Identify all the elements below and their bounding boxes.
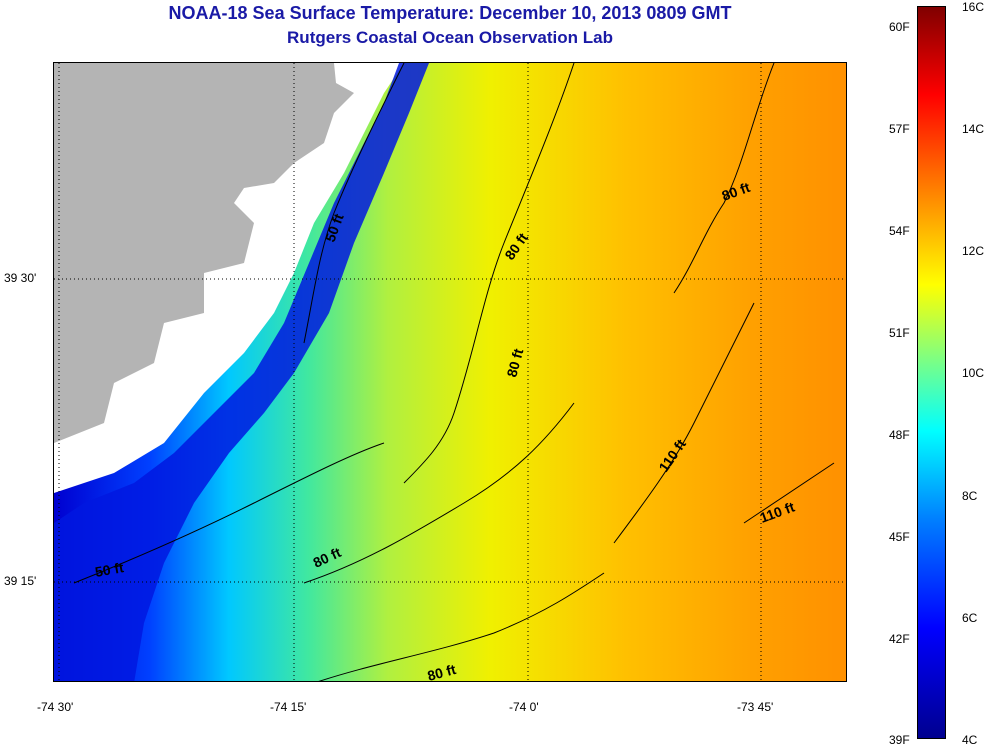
contour-80ft-a (403, 63, 575, 484)
contour-80ft-c (303, 402, 575, 584)
coastal-cold-band (54, 63, 429, 681)
colorbar-c-label: 12C (962, 244, 985, 258)
x-tick-label: -74 15' (270, 700, 307, 714)
colorbar-c-label: 8C (962, 489, 978, 503)
map-title: NOAA-18 Sea Surface Temperature: Decembe… (168, 3, 732, 23)
x-tick-label: -74 30' (37, 700, 74, 714)
contour-label-80ft-mid: 80 ft (503, 347, 526, 379)
land (54, 63, 354, 443)
colorbar-c-label: 6C (962, 611, 978, 625)
y-tick-label: 39 15' (4, 574, 37, 588)
colorbar-f-label: 42F (889, 632, 910, 646)
colorbar-f-label: 51F (889, 326, 910, 340)
contour-80ft-b (673, 63, 775, 294)
contour-110ft-a (613, 302, 755, 544)
colorbar-f-label: 60F (889, 20, 910, 34)
colorbar-f-label: 57F (889, 122, 910, 136)
colorbar-f-label: 48F (889, 428, 910, 442)
sst-map: 50 ft 50 ft 80 ft 80 ft 80 ft 80 ft 80 f… (53, 62, 847, 682)
contour-50ft-south (73, 442, 385, 584)
contour-110ft-b (743, 462, 835, 524)
colorbar-f-label: 54F (889, 224, 910, 238)
contour-label-50ft-south: 50 ft (94, 559, 125, 580)
contour-50ft-north (303, 63, 405, 344)
contour-80ft-d (318, 572, 605, 681)
y-tick-label: 39 30' (4, 271, 37, 285)
colorbar-f-label: 39F (889, 733, 910, 747)
colorbar-c-label: 4C (962, 733, 978, 747)
x-tick-label: -73 45' (737, 700, 774, 714)
temperature-colorbar (917, 6, 946, 739)
x-tick-label: -74 0' (509, 700, 539, 714)
colorbar-c-label: 14C (962, 122, 985, 136)
colorbar-f-label: 45F (889, 530, 910, 544)
colorbar-c-label: 16C (962, 0, 985, 14)
map-subtitle: Rutgers Coastal Ocean Observation Lab (287, 28, 613, 47)
contour-label-80ft-south: 80 ft (426, 661, 458, 682)
colorbar-c-label: 10C (962, 366, 985, 380)
